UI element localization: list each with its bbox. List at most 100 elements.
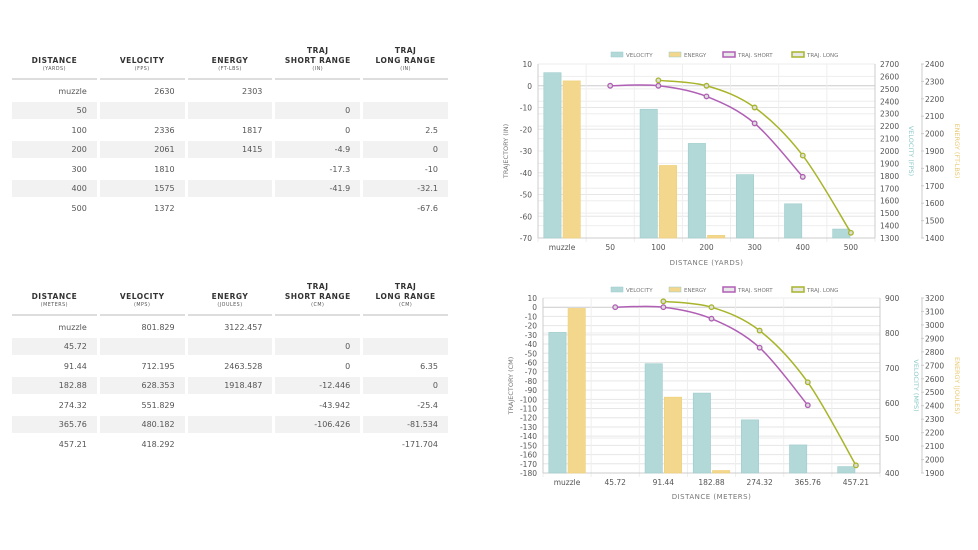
column-unit: (IN) [312,67,324,72]
y-tick-label: -50 [520,191,532,200]
velocity-bar [784,203,803,239]
table-cell: 457.21 [58,439,87,449]
table-cell [187,102,273,119]
data-point [799,152,806,159]
energy-tick-label: 2400 [925,60,944,69]
table-cell [363,338,448,355]
x-axis-title: DISTANCE (YARDS) [670,259,744,267]
table-cell: 0 [363,141,448,158]
column-header: TRAJ SHORT RANGE (CM) [275,282,361,316]
table-cell: -67.6 [417,203,438,213]
velocity-tick-label: 2200 [880,122,899,131]
velocity-tick-label: 1300 [880,234,899,243]
y-tick-label: 0 [527,82,532,91]
table-row: muzzle 801.829 3122.457 [12,319,448,336]
table-cell: 0 [275,338,361,355]
energy-tick-label: 1500 [925,217,944,226]
column-title: VELOCITY [119,56,165,65]
table-row: 365.76 480.182 -106.426 -81.534 [12,416,448,433]
legend-label: ENERGY [684,53,707,59]
velocity-tick-label: 2100 [880,135,899,144]
data-point [703,82,710,89]
table-cell: -10 [424,164,438,174]
velocity-tick-label: 2600 [880,72,899,81]
data-point [703,93,710,100]
table-cell [99,338,185,355]
column-unit: (FT-LBS) [218,67,242,72]
column-unit: (MPS) [134,303,151,308]
x-tick-label: 100 [651,243,666,252]
energy-axis-title: ENERGY (FT-LBS) [953,124,961,179]
table-cell: 400 [12,180,97,197]
table-cell [187,416,273,433]
velocity-bar [639,108,658,239]
legend-label: TRAJ. SHORT [737,53,773,59]
table-cell [363,102,448,119]
energy-tick-label: 1400 [925,234,944,243]
table-cell: 418.292 [141,439,175,449]
table-cell: 45.72 [12,338,97,355]
table-cell: 200 [12,141,97,158]
metric-ballistics-table: DISTANCE (METERS) VELOCITY (MPS) ENERGY (JOUL… [12,280,448,453]
velocity-tick-label: 1800 [880,172,899,181]
energy-tick-label: 1700 [925,182,944,191]
y-tick-label: -70 [520,234,532,243]
table-cell: 551.829 [141,400,175,410]
table-row: 182.88 628.353 1918.487 -12.446 0 [12,377,448,394]
data-point [751,104,758,111]
table-cell: -17.3 [329,164,351,174]
table-cell: 712.195 [141,361,175,371]
table-cell: 801.829 [141,322,175,332]
column-unit: (CM) [311,303,325,308]
table-cell: 2336 [154,125,175,135]
table-cell: 100 [71,125,87,135]
energy-tick-label: 1900 [925,147,944,156]
table-cell: -32.1 [363,180,448,197]
column-header: ENERGY (JOULES) [187,292,273,316]
legend-swatch [791,51,805,58]
table-header: DISTANCE (YARDS) VELOCITY (FPS) ENERGY (FT-LB… [12,44,448,80]
velocity-bar [736,174,754,239]
table-cell: -12.446 [275,377,361,394]
legend-swatch [610,51,624,58]
table-row: 457.21 418.292 -171.704 [12,436,448,453]
velocity-bar [687,143,706,239]
velocity-tick-label: 2700 [880,60,899,69]
y-tick-label: 10 [522,60,532,69]
column-header: TRAJ LONG RANGE (CM) [363,282,448,316]
table-cell: -43.942 [319,400,351,410]
table-cell: 0 [275,102,361,119]
table-row: 300 1810 -17.3 -10 [12,161,448,178]
legend-label: TRAJ. LONG [806,53,838,59]
energy-bar [707,235,726,239]
table-row: 400 1575 -41.9 -32.1 [12,180,448,197]
column-unit: (METERS) [40,303,69,308]
table-cell [187,180,273,197]
velocity-tick-label: 2300 [880,110,899,119]
y-axis-title: TRAJECTORY (IN) [502,124,510,179]
table-cell [99,102,185,119]
column-title: DISTANCE [31,292,78,301]
velocity-axis-title: VELOCITY (FPS) [907,126,915,176]
energy-tick-label: 1800 [925,164,944,173]
y-tick-label: -30 [520,147,532,156]
table-cell: -171.704 [402,439,438,449]
table-row: 100 2336 1817 0 2.5 [12,122,448,139]
column-title: TRAJ SHORT RANGE [284,46,351,65]
table-cell: muzzle [58,86,87,96]
yards-ballistics-table: DISTANCE (YARDS) VELOCITY (FPS) ENERGY (FT-LB… [12,44,448,217]
column-header: TRAJ SHORT RANGE (IN) [275,46,361,80]
energy-tick-label: 2100 [925,112,944,121]
column-title: DISTANCE [31,56,78,65]
velocity-tick-label: 2000 [880,147,899,156]
table-cell: 2061 [99,141,185,158]
y-tick-label: -10 [520,104,532,113]
table-row: 50 0 [12,102,448,119]
column-title: VELOCITY [119,292,165,301]
data-point [655,82,662,89]
column-unit: (FPS) [134,67,150,72]
velocity-tick-label: 1900 [880,159,899,168]
column-unit: (IN) [400,67,411,72]
table-row: 91.44 712.195 2463.528 0 6.35 [12,358,448,375]
